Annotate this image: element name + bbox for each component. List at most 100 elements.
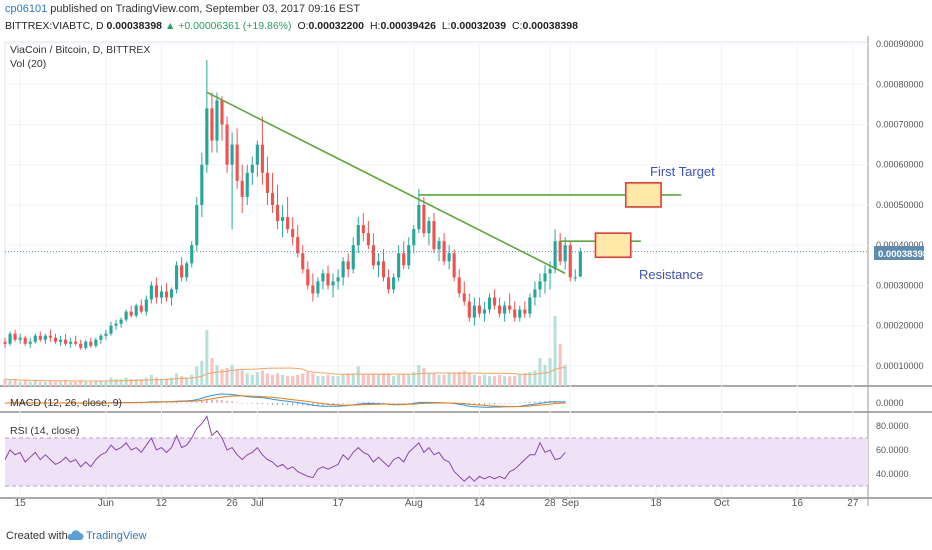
macd-histogram-bar bbox=[332, 403, 334, 405]
created-with-text: Created with bbox=[6, 530, 68, 542]
volume-bar bbox=[427, 373, 431, 386]
volume-bar bbox=[523, 373, 527, 386]
macd-histogram-bar bbox=[216, 399, 218, 403]
candle-body bbox=[200, 164, 204, 205]
volume-bar bbox=[250, 374, 254, 386]
time-tick-label: 15 bbox=[15, 498, 27, 509]
macd-histogram-bar bbox=[337, 403, 339, 405]
volume-bar bbox=[79, 380, 83, 386]
volume-bar bbox=[482, 374, 487, 386]
candle-body bbox=[275, 204, 280, 222]
candle-body bbox=[94, 339, 98, 346]
macd-histogram-bar bbox=[529, 401, 531, 403]
candle-body bbox=[306, 269, 310, 286]
volume-bar bbox=[442, 374, 446, 386]
price-tick-label: 0.00090000 bbox=[876, 39, 924, 49]
volume-bar bbox=[270, 374, 275, 386]
candle-body bbox=[538, 281, 542, 290]
volume-bar bbox=[376, 374, 381, 386]
volume-ma-line bbox=[4, 367, 566, 382]
candle-body bbox=[513, 309, 517, 318]
candle-body bbox=[149, 285, 153, 300]
first-target-label: First Target bbox=[650, 164, 715, 179]
volume-bar bbox=[356, 366, 360, 386]
candle-body bbox=[412, 229, 416, 246]
volume-bar bbox=[392, 376, 396, 386]
volume-bar bbox=[23, 380, 27, 386]
volume-bar bbox=[447, 373, 451, 386]
macd-histogram-bar bbox=[191, 402, 193, 403]
volume-bar bbox=[124, 377, 128, 386]
candle-body bbox=[578, 251, 582, 277]
volume-bar bbox=[180, 376, 184, 386]
macd-tick-label: 0.0000 bbox=[876, 398, 904, 408]
candle-body bbox=[281, 217, 285, 222]
volume-bar bbox=[200, 360, 204, 386]
candle-body bbox=[63, 339, 68, 344]
candle-body bbox=[498, 305, 502, 314]
volume-bar bbox=[422, 367, 426, 386]
volume-bar bbox=[139, 379, 143, 386]
macd-histogram-bar bbox=[393, 403, 395, 404]
candle-body bbox=[255, 144, 259, 165]
candle-body bbox=[154, 285, 158, 298]
time-tick-label: 17 bbox=[333, 498, 345, 509]
volume-bar bbox=[33, 380, 37, 386]
candle-body bbox=[568, 245, 572, 278]
volume-bar bbox=[220, 369, 224, 386]
candle-body bbox=[452, 253, 456, 278]
candle-body bbox=[53, 337, 58, 342]
candle-body bbox=[235, 144, 239, 181]
chart-canvas[interactable]: 0.00090000 0.00080000 0.00070000 0.00060000… bbox=[0, 36, 932, 522]
volume-bar bbox=[210, 358, 214, 386]
volume-bar bbox=[109, 377, 113, 386]
volume-bar bbox=[235, 369, 239, 386]
macd-pane bbox=[4, 393, 566, 408]
macd-histogram-bar bbox=[524, 402, 526, 403]
candle-body bbox=[321, 273, 325, 282]
candle-body bbox=[316, 281, 320, 294]
author-link[interactable]: cp06101 bbox=[5, 3, 48, 15]
volume-bar bbox=[175, 373, 179, 386]
candle-body bbox=[407, 245, 411, 266]
candle-body bbox=[472, 305, 476, 318]
time-tick-label: 28 bbox=[544, 498, 556, 509]
volume-bar bbox=[3, 379, 7, 386]
volume-bars bbox=[3, 316, 567, 386]
candle-body bbox=[457, 277, 461, 294]
volume-bar bbox=[563, 365, 567, 386]
volume-bar bbox=[331, 376, 335, 386]
macd-histogram-bar bbox=[226, 400, 228, 403]
volume-bar bbox=[472, 374, 476, 386]
macd-histogram-bar bbox=[140, 402, 142, 404]
candle-body bbox=[341, 261, 345, 278]
volume-bar bbox=[164, 379, 169, 386]
candle-body bbox=[43, 335, 47, 340]
macd-histogram-bar bbox=[483, 403, 486, 405]
volume-bar bbox=[306, 372, 310, 386]
volume-bar bbox=[265, 373, 269, 386]
candle-body bbox=[33, 335, 37, 342]
volume-bar bbox=[69, 381, 73, 386]
volume-bar bbox=[13, 379, 17, 386]
tradingview-brand-link[interactable]: TradingView bbox=[86, 530, 147, 542]
price-tick-label: 0.00040000 bbox=[876, 240, 924, 250]
symbol-label: BITTREX:VIABTC, D bbox=[5, 20, 104, 32]
volume-bar bbox=[558, 344, 562, 386]
volume-bar bbox=[492, 376, 497, 386]
candle-body bbox=[144, 299, 148, 312]
open-label: O: bbox=[297, 20, 309, 32]
volume-bar bbox=[129, 379, 133, 386]
descending-trendline bbox=[206, 91, 566, 275]
resistance-box bbox=[594, 232, 632, 259]
time-tick-label: 16 bbox=[792, 498, 804, 509]
time-tick-label: Aug bbox=[405, 498, 423, 509]
macd-histogram-bar bbox=[504, 403, 506, 404]
candle-body bbox=[220, 100, 224, 125]
macd-histogram-bar bbox=[398, 403, 400, 404]
rsi-tick-label: 60.0000 bbox=[876, 445, 909, 455]
candle-body bbox=[351, 245, 355, 270]
candle-body bbox=[89, 341, 93, 346]
candle-body bbox=[573, 277, 577, 279]
volume-bar bbox=[245, 373, 249, 386]
